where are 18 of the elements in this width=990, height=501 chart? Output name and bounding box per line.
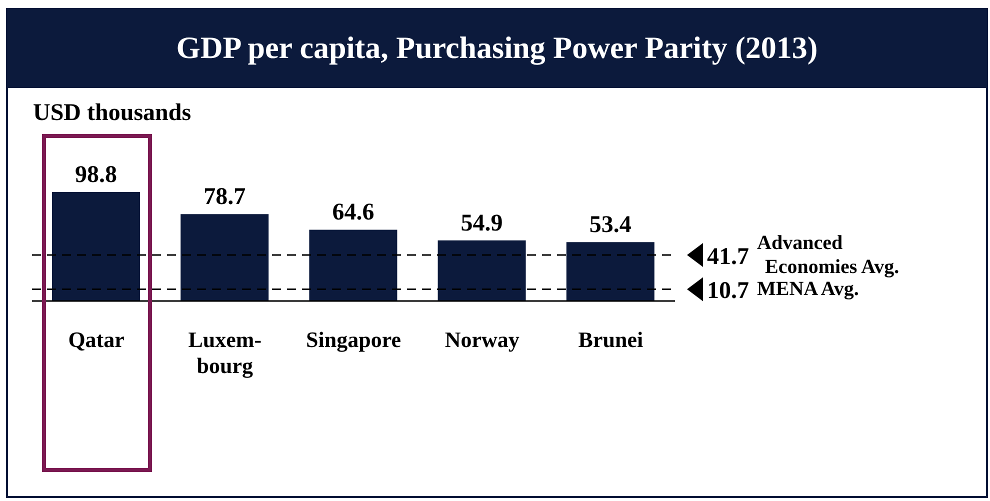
- y-axis-title: USD thousands: [33, 100, 192, 127]
- chart-title: GDP per capita, Purchasing Power Parity (2013): [8, 8, 986, 88]
- data-label: 64.6: [332, 200, 374, 226]
- bar: [438, 240, 526, 301]
- bar: [180, 214, 269, 301]
- data-label: 53.4: [589, 212, 632, 238]
- data-label: 98.8: [75, 162, 117, 188]
- x-tick-label: Brunei: [578, 327, 644, 352]
- ref-line-label: 10.7 MENA Avg.: [707, 278, 859, 304]
- bar: [566, 242, 654, 301]
- x-tick-label: Norway: [444, 327, 520, 352]
- bar: [52, 192, 140, 301]
- data-label: 54.9: [460, 210, 503, 236]
- x-tick-label: Luxem- bourg: [188, 327, 262, 378]
- x-tick-label: Qatar: [68, 327, 125, 352]
- data-label: 78.7: [204, 184, 246, 210]
- bar: [309, 230, 398, 301]
- x-tick-label: Singapore: [306, 327, 402, 352]
